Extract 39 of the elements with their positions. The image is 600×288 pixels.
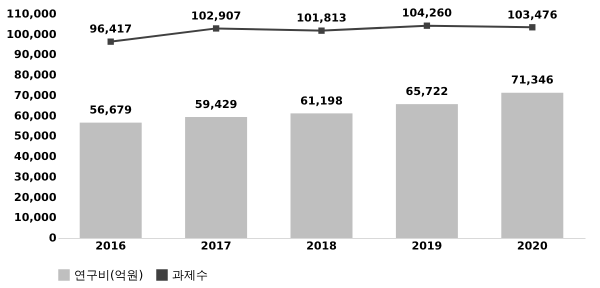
x-tick-label: 2020 xyxy=(516,240,548,252)
data-label: 102,907 xyxy=(191,9,242,22)
data-label: 61,198 xyxy=(300,94,343,108)
y-tick-label: 50,000 xyxy=(14,130,57,143)
x-tick-label: 2018 xyxy=(306,240,337,252)
data-label: 59,429 xyxy=(194,98,238,111)
y-tick-label: 90,000 xyxy=(14,48,57,62)
data-label: 71,346 xyxy=(511,74,554,87)
y-tick-label: 20,000 xyxy=(14,190,57,204)
point xyxy=(424,22,430,29)
data-label: 101,813 xyxy=(296,12,347,25)
y-tick-label: 60,000 xyxy=(14,109,57,122)
y-tick-label: 30,000 xyxy=(14,170,57,184)
y-tick-label: 40,000 xyxy=(14,150,57,164)
data-label: 103,476 xyxy=(507,8,558,22)
legend-label: 과제수 xyxy=(172,268,208,282)
data-label: 56,679 xyxy=(89,104,132,117)
legend-label: 연구비(억원) xyxy=(74,268,144,282)
y-tick-label: 110,000 xyxy=(6,8,57,20)
y-tick-label: 10,000 xyxy=(14,211,57,224)
y-tick-label: 70,000 xyxy=(14,88,57,102)
data-label: 104,260 xyxy=(402,6,452,20)
x-tick-label: 2019 xyxy=(412,240,442,252)
y-tick-label: 80,000 xyxy=(14,68,57,82)
bar xyxy=(396,104,458,238)
bar xyxy=(80,122,142,238)
y-tick-label: 0 xyxy=(48,232,57,244)
bar xyxy=(185,116,248,238)
point xyxy=(529,24,536,30)
data-label: 96,417 xyxy=(89,22,132,36)
point xyxy=(318,28,325,34)
point xyxy=(212,25,220,32)
y-tick-label: 100,000 xyxy=(6,28,57,41)
bar xyxy=(290,113,352,238)
x-tick-label: 2017 xyxy=(200,240,232,252)
point xyxy=(108,38,114,45)
bar xyxy=(501,92,564,238)
data-label: 65,722 xyxy=(406,85,448,98)
x-tick-label: 2016 xyxy=(95,240,126,252)
